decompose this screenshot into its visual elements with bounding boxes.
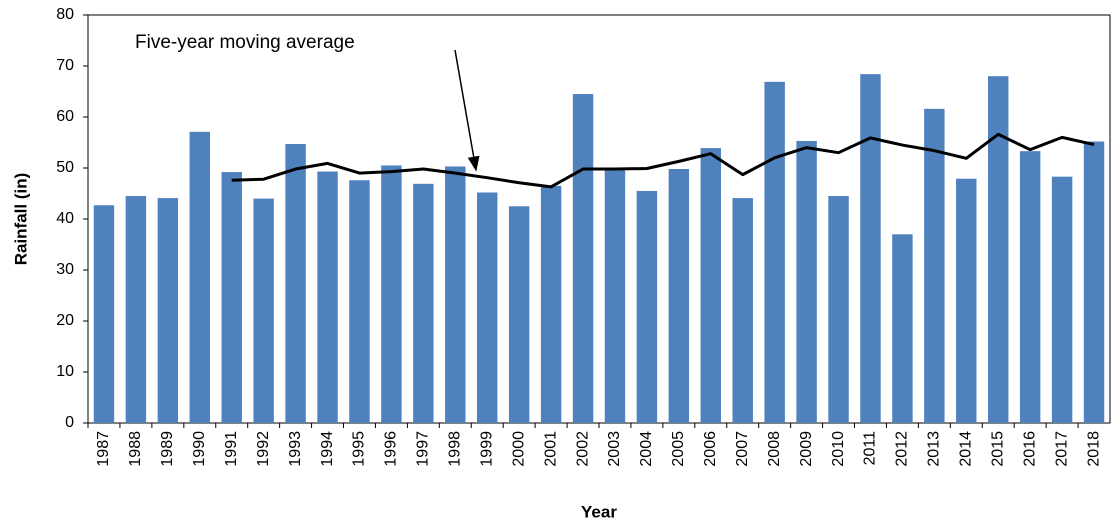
y-axis-title: Rainfall (in)	[11, 173, 30, 266]
x-tick-label: 2006	[702, 431, 719, 467]
bar	[285, 144, 306, 423]
bar	[987, 76, 1009, 423]
x-tick-label: 2008	[766, 431, 783, 467]
x-tick-label: 1998	[447, 431, 464, 467]
y-tick-label: 30	[56, 261, 74, 278]
x-tick-label: 2014	[958, 431, 975, 467]
x-tick-label: 1993	[287, 431, 304, 467]
x-tick-label: 1990	[191, 431, 208, 467]
x-tick-label: 1996	[383, 431, 400, 467]
bar	[445, 166, 466, 423]
y-tick-label: 70	[56, 57, 74, 74]
bar	[828, 196, 849, 423]
bar	[924, 108, 945, 423]
bar	[572, 94, 594, 424]
x-tick-label: 2004	[638, 431, 655, 467]
bar	[253, 198, 274, 423]
bar	[381, 165, 402, 423]
y-tick-label: 60	[56, 108, 74, 125]
bar	[93, 205, 115, 423]
bar	[796, 140, 817, 423]
x-tick-label: 2002	[574, 431, 591, 467]
bar	[349, 180, 370, 423]
x-tick-label: 1992	[255, 431, 272, 467]
x-tick-label: 1994	[319, 431, 336, 467]
bar	[700, 148, 722, 424]
x-tick-label: 2011	[862, 431, 879, 466]
y-tick-label: 40	[56, 210, 74, 227]
annotation: Five-year moving average	[135, 32, 355, 53]
moving-average-line	[231, 132, 1095, 189]
bar	[956, 178, 977, 423]
x-tick-label: 1999	[478, 431, 495, 467]
x-tick-label: 2015	[989, 431, 1006, 467]
x-tick-label: 2005	[670, 431, 687, 467]
x-tick-label: 1991	[223, 431, 240, 467]
x-tick-label: 1989	[159, 431, 176, 467]
bar	[221, 172, 242, 423]
x-tick-label: 1995	[351, 431, 368, 467]
bar	[508, 206, 530, 423]
x-tick-label: 2012	[894, 431, 911, 467]
x-tick-label: 2007	[734, 431, 751, 467]
bar	[1051, 176, 1073, 423]
y-tick-label: 0	[65, 414, 74, 431]
x-tick-label: 2003	[606, 431, 623, 467]
x-tick-label: 2000	[510, 431, 527, 467]
x-axis-title: Year	[581, 502, 617, 521]
bar	[604, 168, 626, 423]
bar	[1083, 141, 1105, 424]
y-tick-label: 10	[56, 363, 74, 380]
bar	[668, 169, 690, 423]
y-tick-label: 80	[56, 6, 74, 23]
x-tick-label: 2001	[542, 431, 559, 467]
x-tick-label: 2013	[926, 431, 943, 467]
x-tick-label: 1997	[415, 431, 432, 467]
x-tick-label: 2010	[830, 431, 847, 467]
x-tick-label: 2009	[798, 431, 815, 467]
bar	[732, 198, 753, 423]
bar	[540, 185, 562, 423]
x-tick-label: 2017	[1053, 431, 1070, 467]
bar	[636, 190, 658, 423]
x-tick-label: 1988	[127, 431, 144, 467]
bar	[317, 171, 338, 423]
annotation-arrow	[454, 49, 480, 172]
bar	[413, 183, 434, 423]
bar	[189, 131, 211, 424]
y-tick-label: 20	[56, 312, 74, 329]
bar	[764, 81, 785, 423]
bar	[476, 192, 498, 423]
y-tick-label: 50	[56, 159, 74, 176]
bar	[1019, 151, 1041, 424]
x-tick-label: 2018	[1085, 431, 1102, 467]
x-tick-label: 1987	[95, 431, 112, 467]
bar	[157, 198, 179, 423]
x-tick-label: 2016	[1021, 431, 1038, 467]
bar	[892, 234, 913, 423]
bar	[860, 74, 881, 423]
bar	[125, 196, 147, 423]
